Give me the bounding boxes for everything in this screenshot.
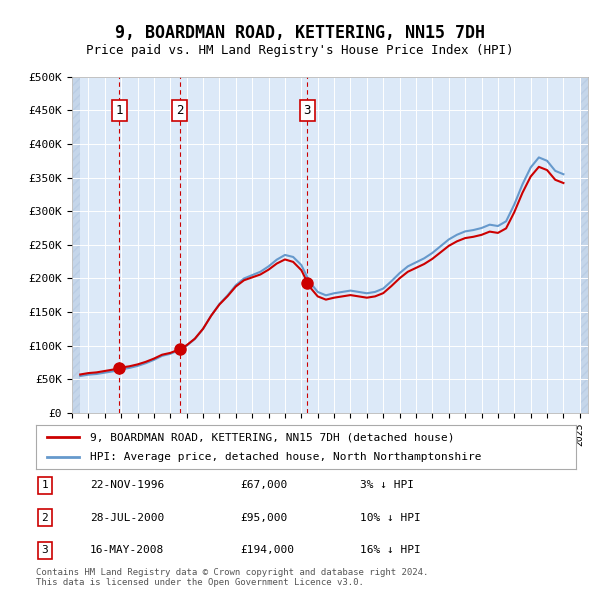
Text: £67,000: £67,000 <box>240 480 287 490</box>
Text: 10% ↓ HPI: 10% ↓ HPI <box>360 513 421 523</box>
Text: £95,000: £95,000 <box>240 513 287 523</box>
Text: 3% ↓ HPI: 3% ↓ HPI <box>360 480 414 490</box>
Text: 9, BOARDMAN ROAD, KETTERING, NN15 7DH: 9, BOARDMAN ROAD, KETTERING, NN15 7DH <box>115 24 485 42</box>
Text: 2: 2 <box>41 513 49 523</box>
Text: 1: 1 <box>116 104 123 117</box>
Text: Price paid vs. HM Land Registry's House Price Index (HPI): Price paid vs. HM Land Registry's House … <box>86 44 514 57</box>
Text: 22-NOV-1996: 22-NOV-1996 <box>90 480 164 490</box>
Text: £194,000: £194,000 <box>240 545 294 555</box>
Text: 2: 2 <box>176 104 184 117</box>
Text: 3: 3 <box>304 104 311 117</box>
Text: Contains HM Land Registry data © Crown copyright and database right 2024.
This d: Contains HM Land Registry data © Crown c… <box>36 568 428 587</box>
Bar <box>580 77 588 413</box>
Text: 16% ↓ HPI: 16% ↓ HPI <box>360 545 421 555</box>
Text: HPI: Average price, detached house, North Northamptonshire: HPI: Average price, detached house, Nort… <box>90 452 482 461</box>
Text: 9, BOARDMAN ROAD, KETTERING, NN15 7DH (detached house): 9, BOARDMAN ROAD, KETTERING, NN15 7DH (d… <box>90 432 455 442</box>
Text: 1: 1 <box>41 480 49 490</box>
Text: 16-MAY-2008: 16-MAY-2008 <box>90 545 164 555</box>
Text: 28-JUL-2000: 28-JUL-2000 <box>90 513 164 523</box>
Text: 3: 3 <box>41 545 49 555</box>
Bar <box>72 77 80 413</box>
